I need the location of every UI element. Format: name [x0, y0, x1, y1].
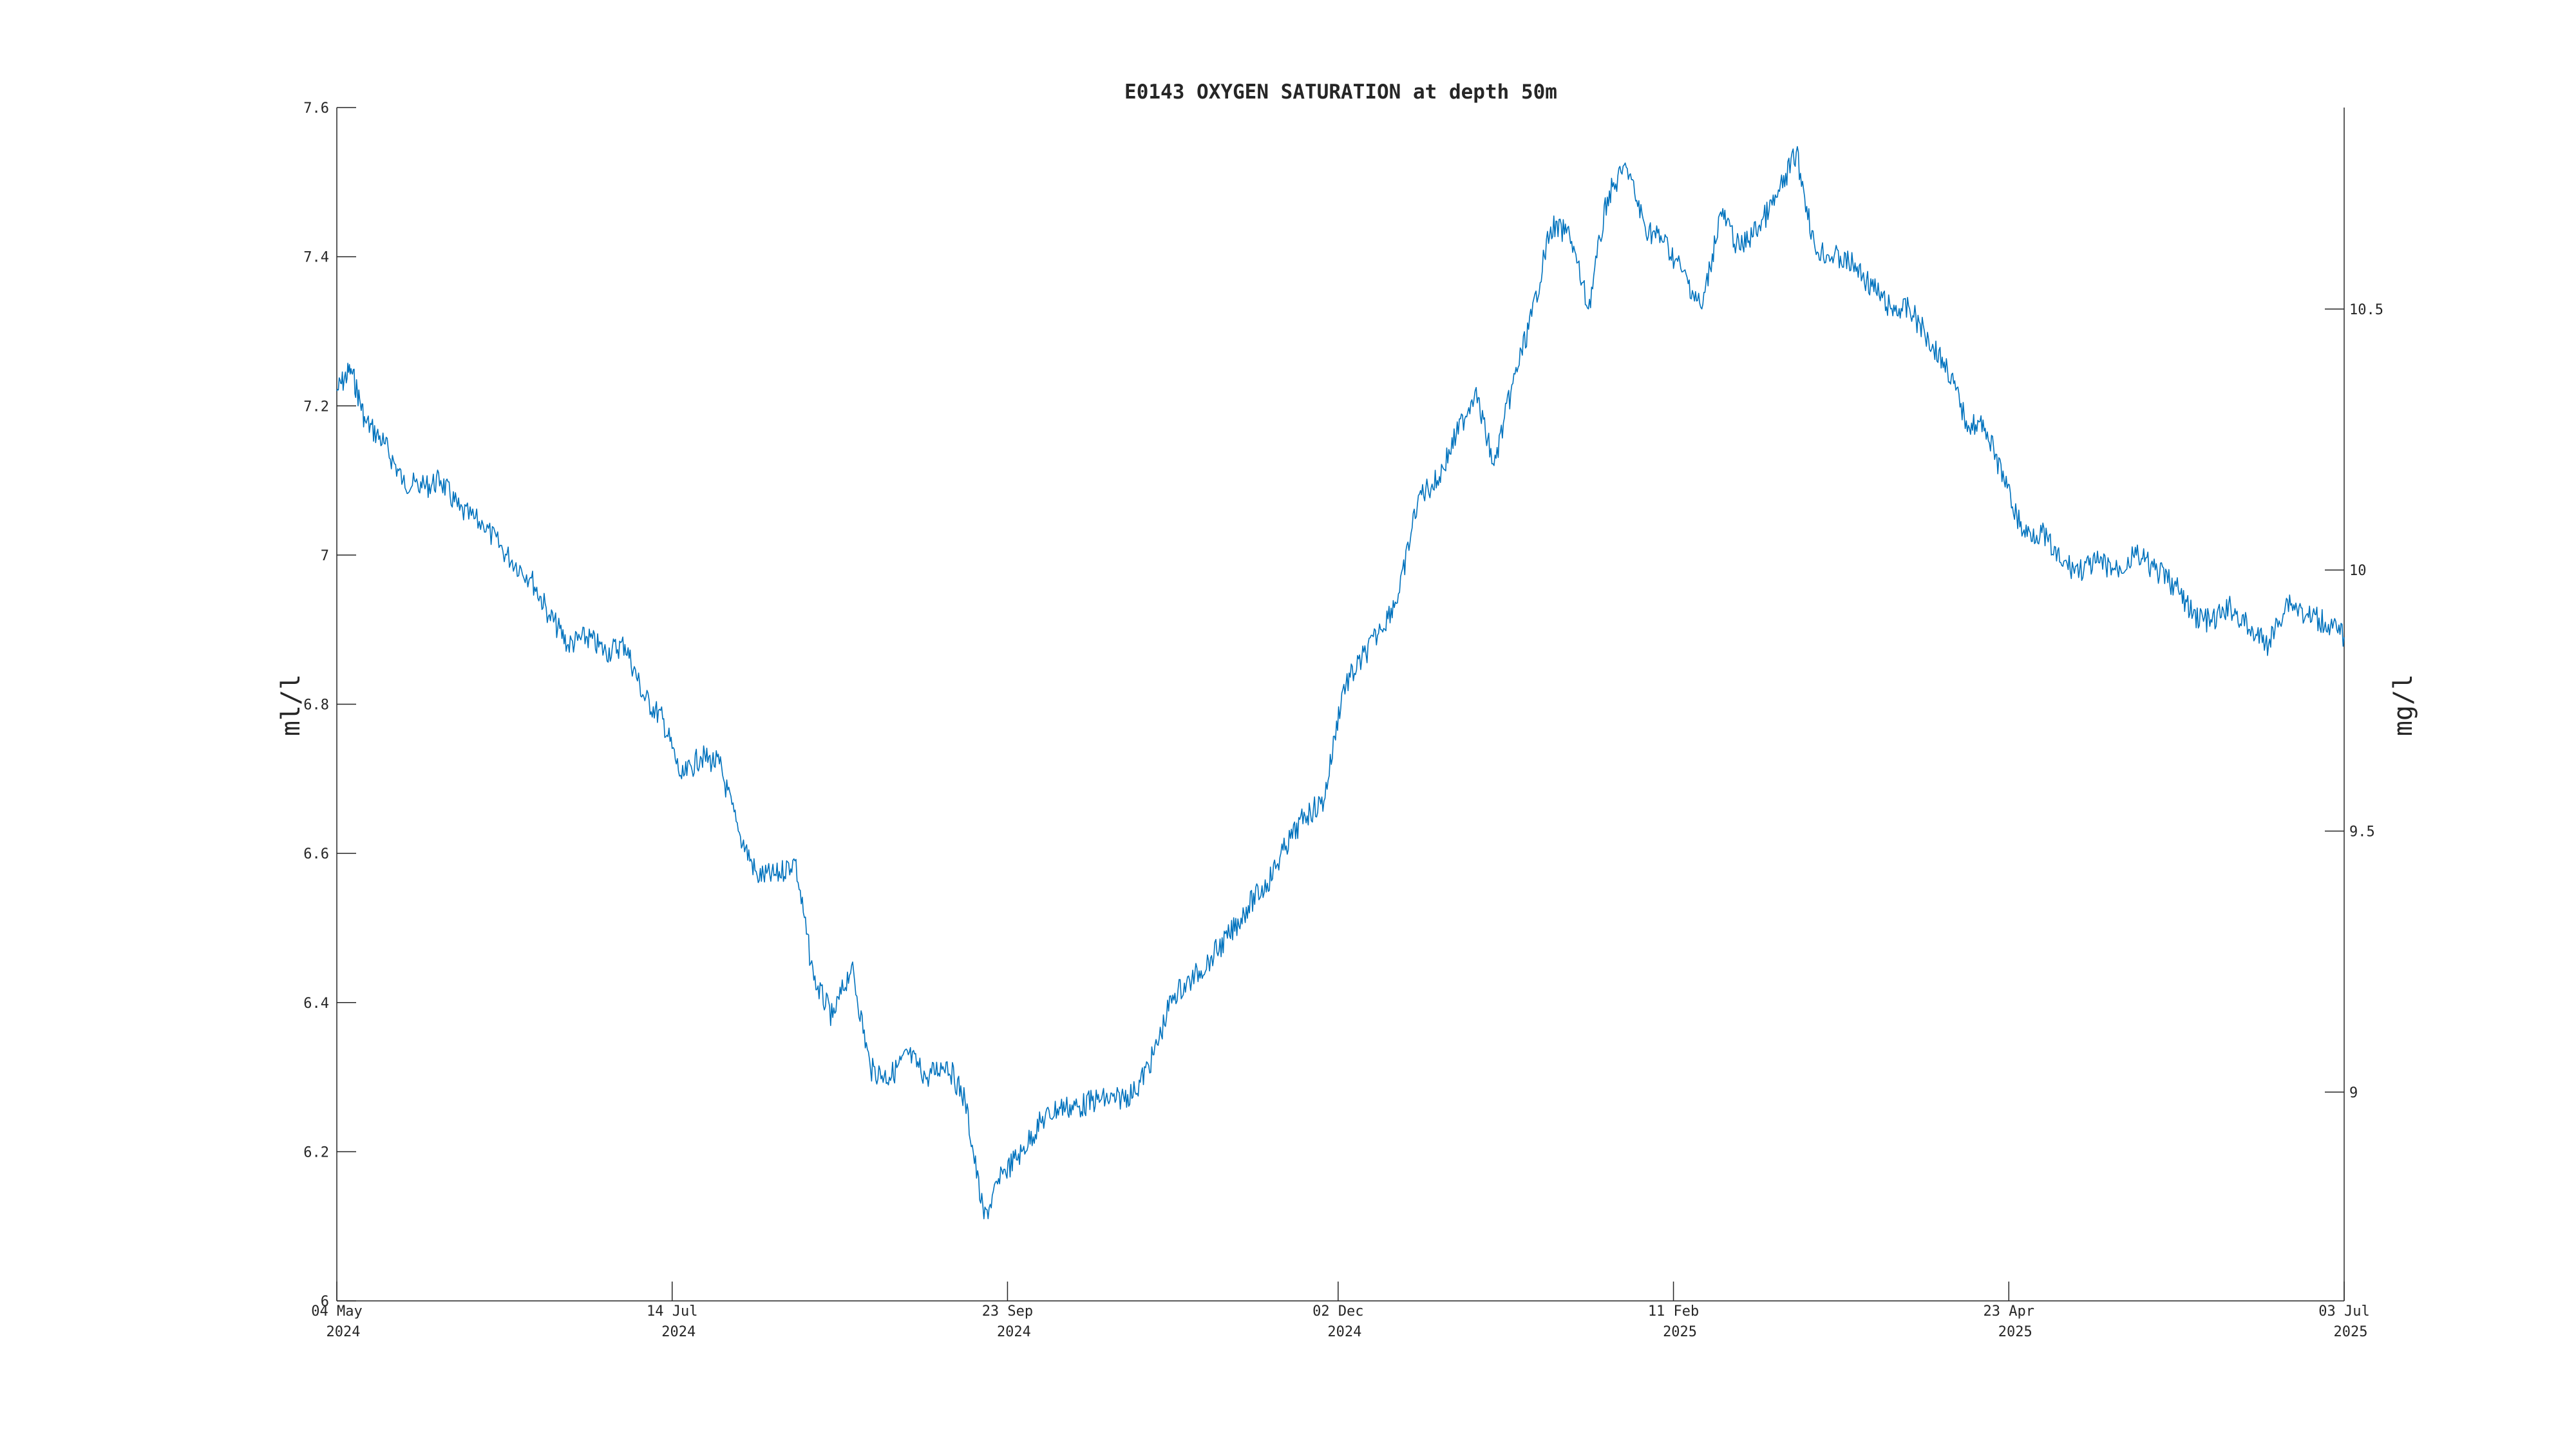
right-y-tick-label: 9 — [2349, 1085, 2358, 1101]
x-tick-label-year: 2025 — [2334, 1324, 2368, 1340]
x-tick-label-date: 03 Jul — [2318, 1303, 2369, 1320]
left-y-axis-label: ml/l — [276, 674, 306, 736]
right-y-tick-label: 10.5 — [2349, 302, 2383, 318]
left-y-tick-label: 6.4 — [303, 996, 329, 1012]
x-tick-label-date: 11 Feb — [1648, 1303, 1699, 1320]
right-y-axis-label: mg/l — [2389, 674, 2418, 736]
x-tick-label-date: 23 Sep — [982, 1303, 1033, 1320]
series-line-oxygen — [336, 146, 2345, 1220]
x-tick-label-year: 2024 — [1327, 1324, 1361, 1340]
x-tick-label-date: 04 May — [311, 1303, 362, 1320]
right-y-tick-label: 9.5 — [2349, 824, 2375, 840]
left-y-tick-label: 6.8 — [303, 697, 329, 714]
x-axis-ticks: 04 May 2024 14 Jul 2024 23 Sep 2024 02 Dec 2024… — [311, 1282, 2370, 1340]
left-y-tick-label: 7 — [321, 548, 329, 564]
x-tick-label-year: 2025 — [1663, 1324, 1697, 1340]
left-y-axis-ticks: 6 6.2 6.4 6.6 6.8 7 7.2 7.4 7.6 — [303, 100, 356, 1310]
left-y-tick-label: 7.4 — [303, 250, 329, 266]
x-tick-label-year: 2024 — [997, 1324, 1031, 1340]
x-tick-label-year: 2025 — [1998, 1324, 2032, 1340]
right-y-axis-ticks: 9 9.5 10 10.5 — [2325, 302, 2383, 1101]
left-y-tick-label: 7.2 — [303, 399, 329, 415]
x-tick-label-date: 02 Dec — [1312, 1303, 1363, 1320]
left-y-tick-label: 7.6 — [303, 100, 329, 117]
chart-title: E0143 OXYGEN SATURATION at depth 50m — [1124, 80, 1557, 104]
left-y-tick-label: 6.2 — [303, 1144, 329, 1160]
left-y-tick-label: 6 — [321, 1294, 329, 1310]
x-tick-label-date: 23 Apr — [1984, 1303, 2034, 1320]
x-tick-label-date: 14 Jul — [647, 1303, 697, 1320]
right-y-tick-label: 10 — [2349, 563, 2367, 579]
x-tick-label-year: 2024 — [327, 1324, 361, 1340]
left-y-tick-label: 6.6 — [303, 846, 329, 862]
x-tick-label-year: 2024 — [661, 1324, 696, 1340]
